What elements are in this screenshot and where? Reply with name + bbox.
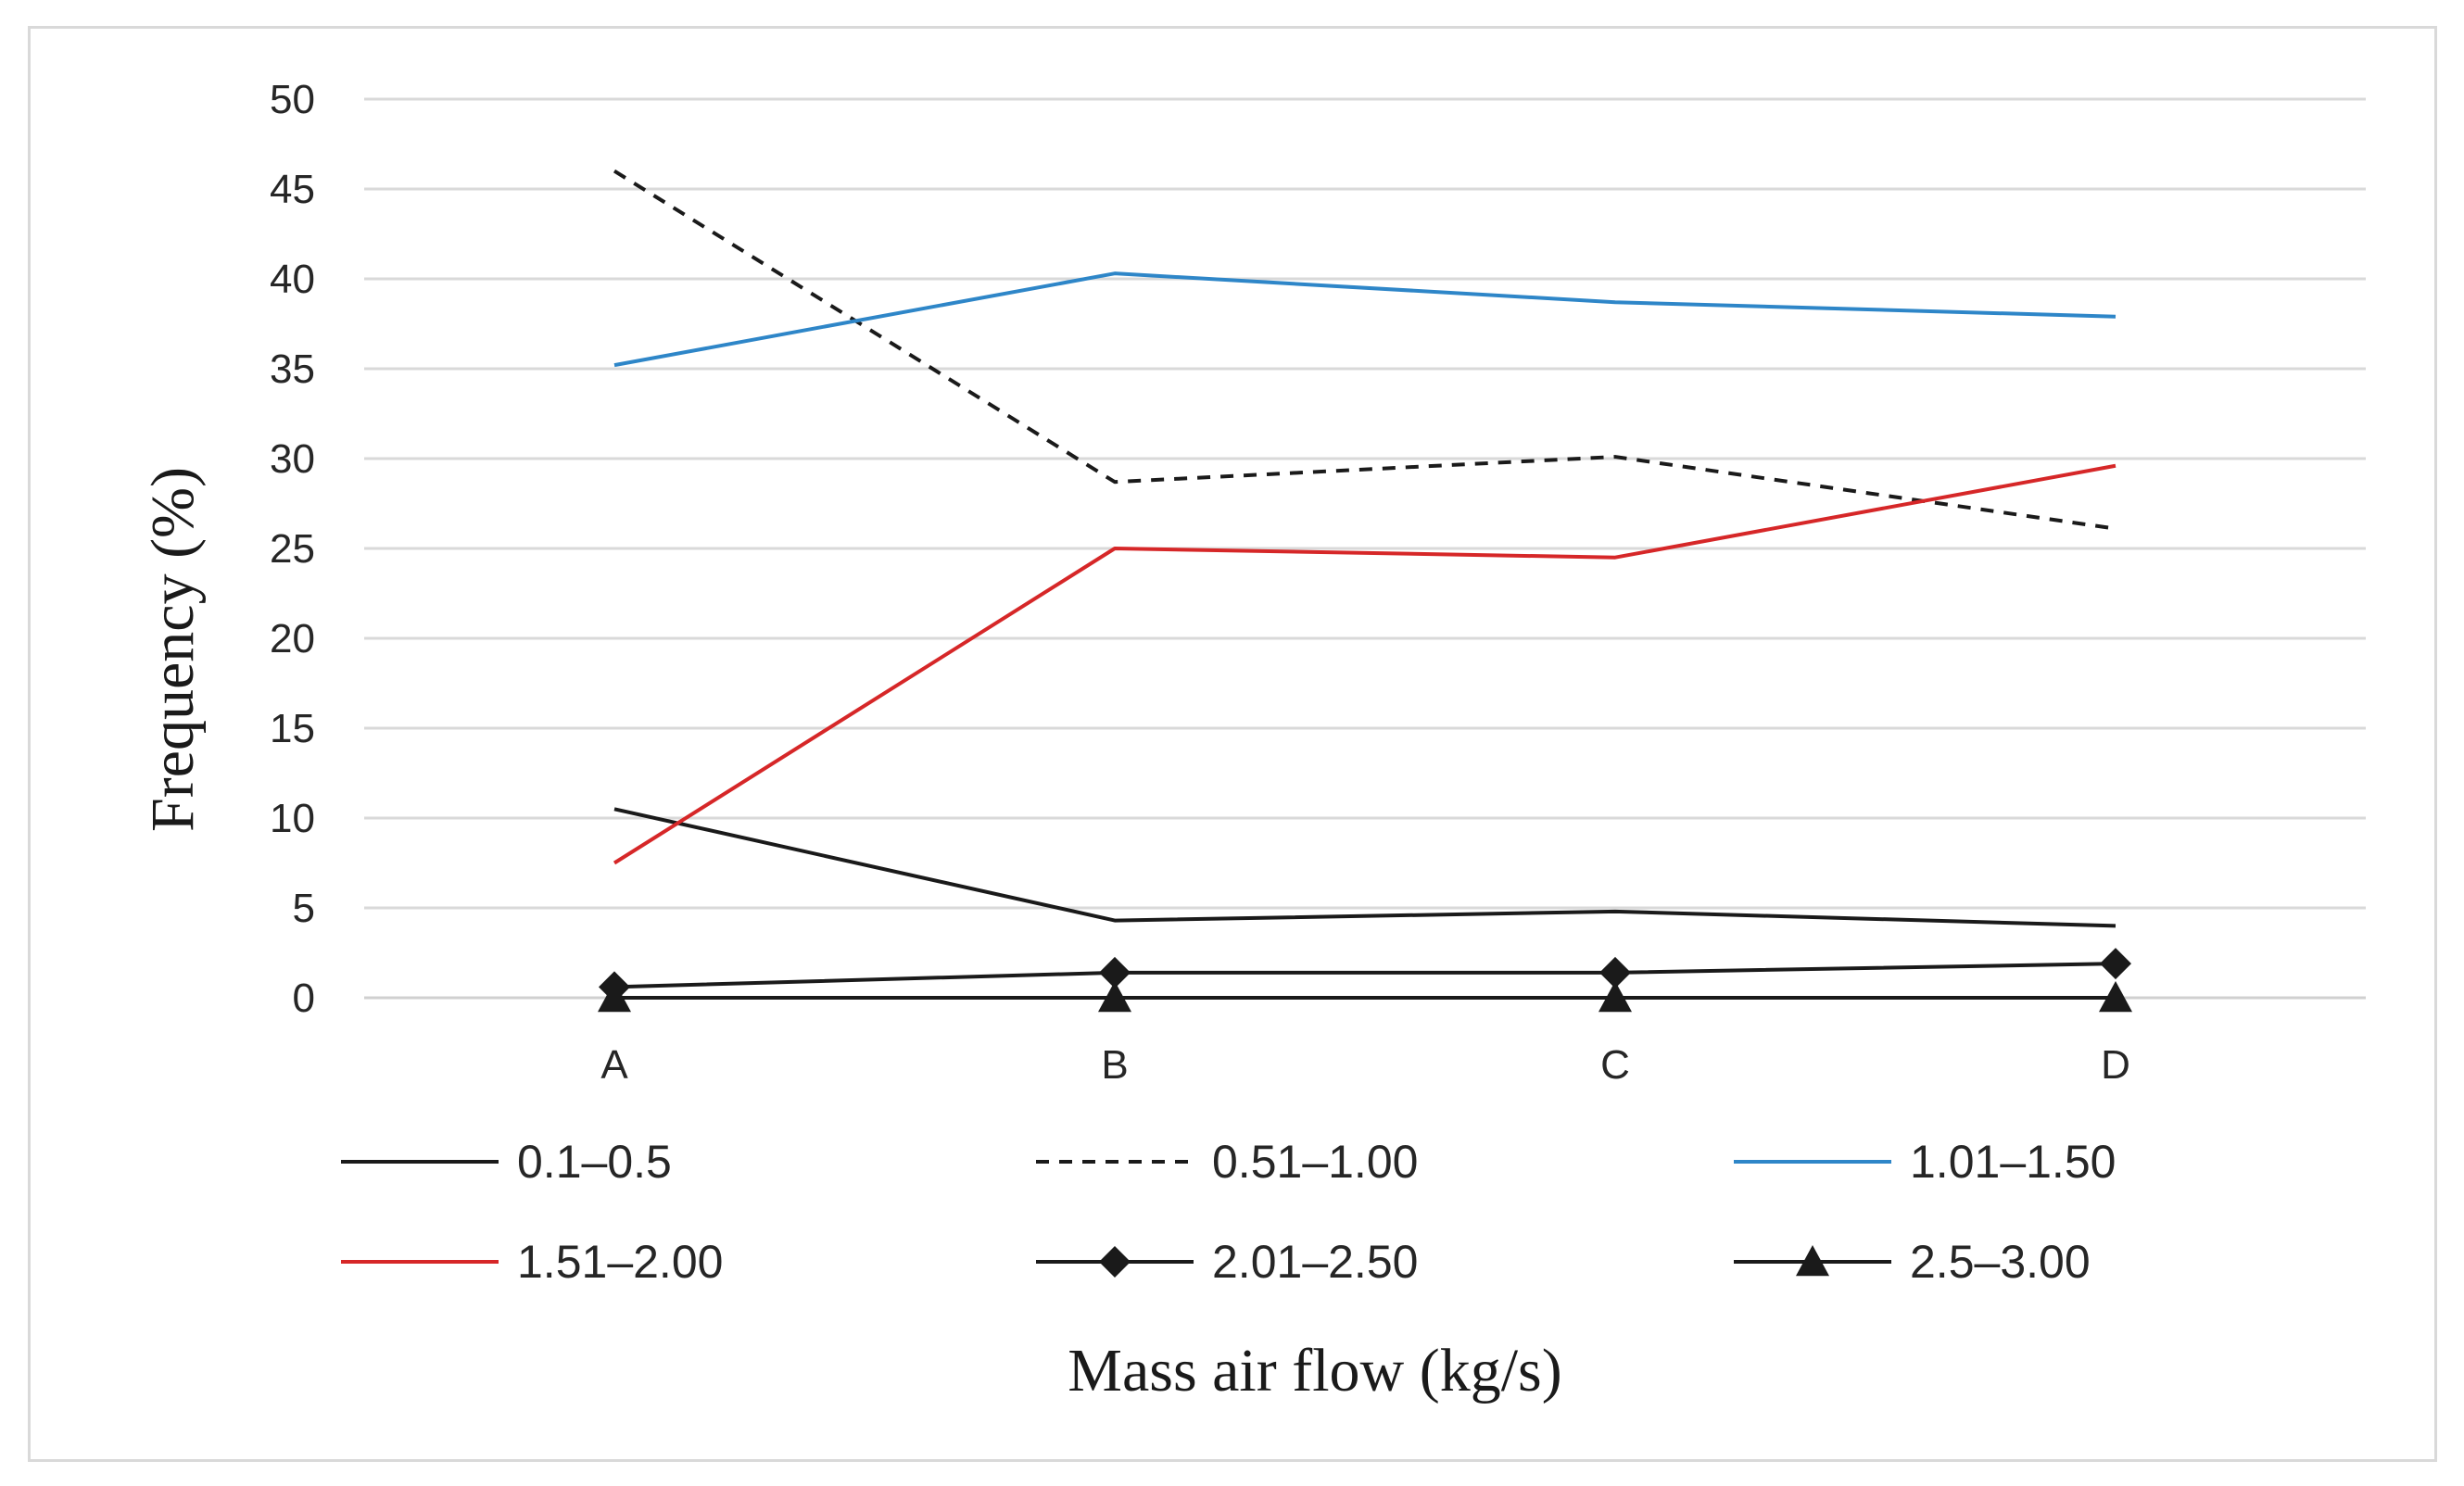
y-axis-title: Frequency (%) [139,467,207,832]
series-2.5–3.00 [598,981,2132,1013]
x-tick-label-C: C [1600,1042,1630,1088]
legend-marker-2.01–2.50 [1099,1246,1131,1278]
point-2.5–3.00-A [598,981,631,1013]
point-2.5–3.00-C [1598,981,1632,1013]
legend-label-2.5–3.00: 2.5–3.00 [1910,1236,2091,1288]
series-line-1.51–2.00 [613,463,2117,865]
series-layer [598,169,2132,1013]
legend-label-2.01–2.50: 2.01–2.50 [1212,1236,1418,1288]
y-tick-label-15: 15 [270,706,315,751]
y-tick-label-0: 0 [293,976,315,1021]
grid-layer [364,97,2366,1000]
x-tick-label-A: A [600,1042,628,1088]
legend-item-0.51–1.00: 0.51–1.00 [1036,1136,1418,1188]
series-1.51–2.00 [613,463,2117,865]
legend-item-1.51–2.00: 1.51–2.00 [341,1236,723,1288]
series-0.51–1.00 [613,169,2117,531]
legend-label-0.1–0.5: 0.1–0.5 [517,1136,672,1188]
y-tick-label-25: 25 [270,526,315,572]
y-axis-ticks: 0 5 10 15 20 25 30 35 40 45 50 [270,77,315,1021]
legend-label-0.51–1.00: 0.51–1.00 [1212,1136,1418,1188]
series-line-0.51–1.00 [613,169,2117,531]
y-tick-label-5: 5 [293,886,315,931]
chart-frame: 0 5 10 15 20 25 30 35 40 45 50 A B C D 0.1–0.5 0.51–1.… [28,26,2437,1462]
legend-label-1.01–1.50: 1.01–1.50 [1910,1136,2116,1188]
point-2.5–3.00-B [1098,981,1131,1013]
series-line-1.01–1.50 [613,271,2117,368]
legend: 0.1–0.5 0.51–1.00 1.01–1.50 1.51–2.00 2.01–2… [341,1136,2116,1288]
y-tick-label-45: 45 [270,167,315,212]
line-chart: 0 5 10 15 20 25 30 35 40 45 50 A B C D 0.1–0.5 0.51–1.… [139,77,2366,1404]
x-axis-ticks: A B C D [600,1042,2130,1088]
point-2.01–2.50-C [1599,956,1631,989]
point-2.5–3.00-D [2099,981,2132,1013]
legend-item-2.5–3.00: 2.5–3.00 [1734,1236,2091,1288]
series-line-2.01–2.50 [613,962,2117,989]
series-1.01–1.50 [613,271,2117,368]
legend-item-1.01–1.50: 1.01–1.50 [1734,1136,2116,1188]
y-tick-label-20: 20 [270,616,315,661]
series-2.01–2.50 [599,948,2131,1003]
y-tick-label-35: 35 [270,346,315,392]
legend-item-0.1–0.5: 0.1–0.5 [341,1136,672,1188]
series-0.1–0.5 [613,807,2117,928]
legend-item-2.01–2.50: 2.01–2.50 [1036,1236,1418,1288]
x-tick-label-D: D [2101,1042,2130,1088]
point-2.01–2.50-D [2100,948,2131,980]
legend-label-1.51–2.00: 1.51–2.00 [517,1236,723,1288]
y-tick-label-30: 30 [270,436,315,482]
y-tick-label-10: 10 [270,796,315,841]
legend-marker-2.5–3.00 [1796,1245,1829,1277]
x-axis-title: Mass air flow (kg/s) [1068,1337,1561,1404]
x-tick-label-B: B [1101,1042,1128,1088]
series-line-0.1–0.5 [613,807,2117,928]
point-2.01–2.50-B [1099,956,1131,989]
y-tick-label-40: 40 [270,257,315,302]
y-tick-label-50: 50 [270,77,315,122]
